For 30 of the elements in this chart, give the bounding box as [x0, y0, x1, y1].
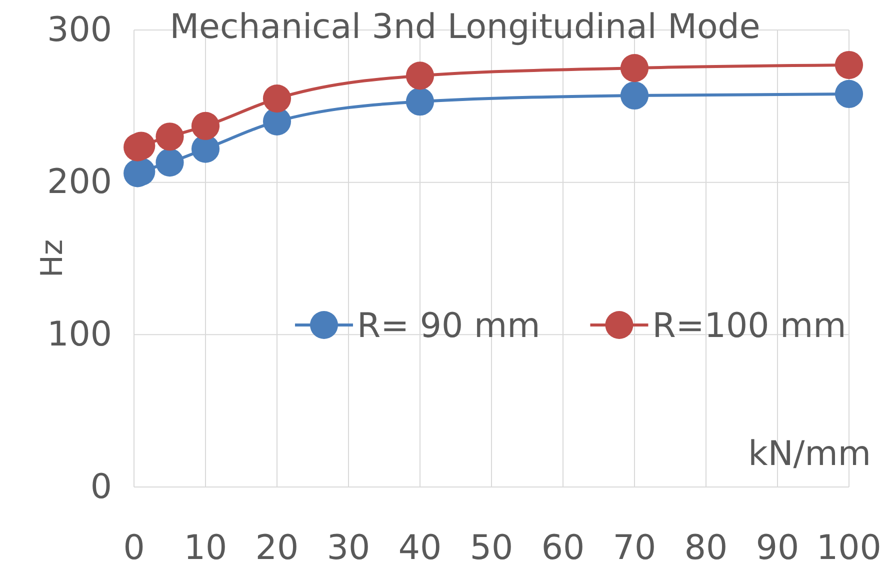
- x-tick-label: 70: [612, 528, 656, 567]
- point: [620, 81, 649, 110]
- x-tick-label: 40: [398, 528, 442, 567]
- legend-label: R= 90 mm: [357, 306, 540, 346]
- point: [834, 80, 864, 108]
- y-axis-title: Hz: [35, 239, 70, 278]
- x-axis-title: kN/mm: [748, 434, 871, 474]
- chart-title: Mechanical 3nd Longitudinal Mode: [170, 7, 760, 47]
- point: [406, 88, 434, 116]
- legend-label: R=100 mm: [652, 306, 846, 346]
- x-tick-label: 10: [184, 528, 228, 567]
- x-tick-label: 50: [470, 528, 514, 567]
- point: [620, 54, 649, 82]
- point: [834, 51, 864, 80]
- y-tick-label: 200: [47, 162, 112, 202]
- point: [406, 62, 434, 90]
- x-tick-label: 30: [326, 528, 370, 567]
- x-tick-label: 80: [684, 528, 728, 567]
- y-tick-label: 100: [47, 314, 112, 355]
- point: [156, 122, 184, 151]
- x-tick-label: 100: [816, 528, 882, 567]
- x-tick-label: 0: [123, 528, 145, 567]
- x-tick-label: 90: [756, 528, 800, 567]
- x-tick-label: 20: [255, 528, 299, 567]
- point: [156, 148, 184, 177]
- y-tick-label: 0: [90, 466, 112, 507]
- point: [262, 84, 292, 113]
- point: [191, 112, 220, 140]
- y-tick-label: 300: [47, 10, 112, 50]
- x-tick-label: 60: [541, 528, 585, 567]
